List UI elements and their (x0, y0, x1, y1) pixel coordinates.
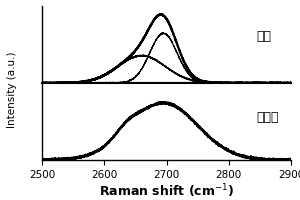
Text: 石墨: 石墨 (256, 30, 271, 43)
Text: Intensity (a.u.): Intensity (a.u.) (7, 52, 17, 128)
X-axis label: Raman shift (cm$^{-1}$): Raman shift (cm$^{-1}$) (99, 183, 234, 200)
Text: 石墨烯: 石墨烯 (256, 111, 279, 124)
